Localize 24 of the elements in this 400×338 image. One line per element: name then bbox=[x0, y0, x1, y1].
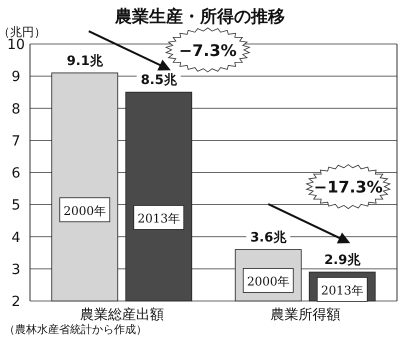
y-tick-label: 3 bbox=[12, 262, 20, 278]
y-axis-title: （兆円） bbox=[0, 25, 46, 39]
text: 2013年 bbox=[137, 211, 180, 226]
chart-title: 農業生産・所得の推移 bbox=[114, 7, 285, 27]
legend-label: 2000年 bbox=[63, 204, 106, 218]
text: （農林水産省統計から作成） bbox=[4, 323, 147, 336]
text: 2000年 bbox=[246, 274, 290, 288]
data-label: 8.5兆 bbox=[140, 73, 178, 88]
x-tick-label: 農業総産出額 bbox=[80, 307, 164, 323]
series-label: 2013年 bbox=[320, 283, 364, 298]
annotation: −17.3% bbox=[314, 178, 383, 197]
y-tick-label: 10 bbox=[7, 37, 25, 53]
y-tick-label: 6 bbox=[12, 166, 21, 182]
y-tick-label: 8 bbox=[12, 101, 20, 118]
y-tick-label: 7 bbox=[12, 133, 20, 150]
data-label: 3.6兆 bbox=[250, 230, 288, 246]
x-tick-label: 農業所得額 bbox=[270, 307, 340, 323]
data-label: 9.1兆 bbox=[66, 54, 104, 69]
y-tick-label: 4 bbox=[12, 230, 21, 246]
y-tick-label: 5 bbox=[12, 198, 20, 214]
y-tick-label: 9 bbox=[12, 69, 20, 86]
y-tick-label: 2 bbox=[12, 294, 20, 310]
data-label: 2.9兆 bbox=[324, 253, 362, 268]
annotation: −7.3% bbox=[178, 40, 237, 60]
